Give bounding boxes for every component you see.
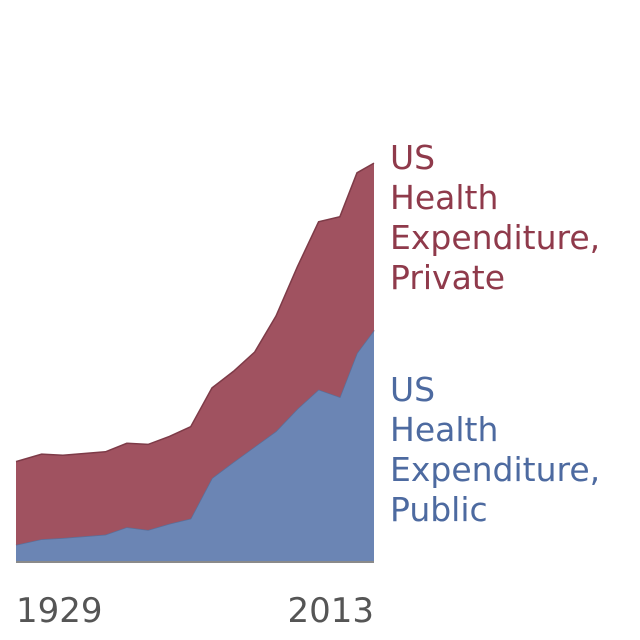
- area-layer: [15, 162, 375, 562]
- legend-public-line-3: Expenditure,: [390, 450, 601, 489]
- legend-label-private: US Health Expenditure, Private: [390, 138, 600, 298]
- legend-private-line-2: Health: [390, 178, 499, 217]
- legend-public-line-4: Public: [390, 490, 488, 529]
- legend-public-line-2: Health: [390, 410, 499, 449]
- legend-public-line-1: US: [390, 370, 436, 409]
- area-series-0: [16, 330, 374, 562]
- area-series-1-edge: [15, 162, 375, 463]
- legend-label-public: US Health Expenditure, Public: [390, 370, 600, 530]
- legend-private-line-4: Private: [390, 258, 506, 297]
- legend-private-line-1: US: [390, 138, 436, 177]
- x-tick-label-end: 2013: [287, 591, 374, 631]
- legend-private-line-3: Expenditure,: [390, 218, 601, 257]
- x-tick-label-start: 1929: [16, 591, 103, 631]
- area-series-1: [16, 163, 374, 545]
